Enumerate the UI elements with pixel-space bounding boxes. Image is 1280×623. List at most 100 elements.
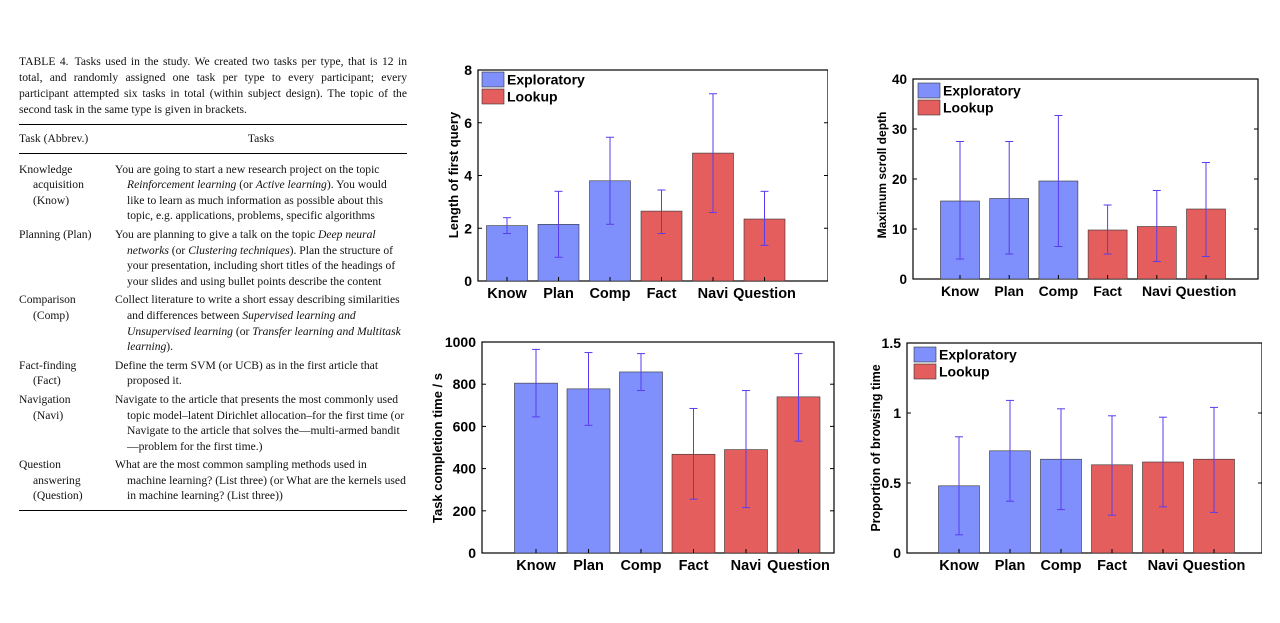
y-tick-label: 0 bbox=[464, 273, 472, 289]
topic-name: Supervised learning and Unsupervised lea… bbox=[127, 308, 356, 338]
table-header-row: Task (Abbrev.) Tasks bbox=[19, 124, 407, 154]
chart-maximum-scroll-depth: 0 10 20 30 40 Know Plan Comp Fact Navi Question Max… bbox=[875, 72, 1259, 299]
y-tick-label: 2 bbox=[464, 220, 472, 236]
description-text: Collect literature to write a short essa… bbox=[115, 293, 400, 322]
task-description-cell: You are planning to give a talk on the t… bbox=[115, 224, 407, 289]
y-tick-label: 1.5 bbox=[882, 335, 902, 351]
legend-label-exploratory: Exploratory bbox=[943, 83, 1021, 99]
x-tick-label-comp: Comp bbox=[1040, 558, 1081, 574]
task-name-cell: Planning (Plan) bbox=[19, 224, 115, 289]
task-description: What are the most common sampling method… bbox=[115, 457, 407, 504]
task-name-cell: Navigation (Navi) bbox=[19, 389, 115, 454]
task-name-line: Comparison bbox=[19, 293, 76, 307]
chart-task-completion-time: 0 200 400 600 800 1000 Know Plan Comp Fact Navi Que… bbox=[430, 334, 835, 574]
task-description-cell: Navigate to the article that presents th… bbox=[115, 389, 407, 454]
description-text: ). Plan the structure of your presentati… bbox=[127, 243, 396, 288]
description-text: ). bbox=[166, 340, 174, 354]
legend-label-exploratory: Exploratory bbox=[507, 72, 585, 88]
y-tick-label: 6 bbox=[464, 115, 472, 131]
y-tick-label: 0.5 bbox=[882, 475, 902, 491]
column-header-tasks: Tasks bbox=[247, 132, 275, 145]
plot-area: 0 200 400 600 800 1000 Know Plan Comp Fact Navi Que… bbox=[445, 334, 835, 574]
legend-label-lookup: Lookup bbox=[507, 89, 558, 105]
topic-name: Deep neural networks bbox=[127, 227, 376, 257]
task-name-line: Planning (Plan) bbox=[19, 227, 92, 241]
task-description-cell: What are the most common sampling method… bbox=[115, 454, 407, 510]
task-name-line: (Comp) bbox=[33, 308, 70, 322]
task-description: You are going to start a new research pr… bbox=[115, 162, 407, 224]
y-tick-label: 400 bbox=[453, 461, 477, 477]
x-tick-label-plan: Plan bbox=[994, 283, 1024, 299]
plot-area: 0 0.5 1 1.5 Know Plan Comp Fact Navi Question bbox=[882, 335, 1262, 574]
table-label: TABLE 4. bbox=[19, 55, 69, 68]
x-tick-label-know: Know bbox=[487, 286, 527, 302]
legend-swatch-exploratory bbox=[917, 82, 941, 99]
y-tick-label: 10 bbox=[892, 222, 907, 237]
y-axis-label: Maximum scroll depth bbox=[875, 112, 889, 239]
y-tick-label: 0 bbox=[893, 545, 901, 561]
description-text: What are the most common sampling method… bbox=[115, 458, 406, 503]
legend-swatch-lookup bbox=[913, 363, 937, 380]
task-name-line: (Know) bbox=[33, 193, 70, 207]
task-description: Collect literature to write a short essa… bbox=[115, 292, 407, 354]
x-tick-label-fact: Fact bbox=[1093, 283, 1122, 299]
task-name-line: acquisition bbox=[33, 178, 84, 192]
description-text: (or bbox=[236, 178, 256, 192]
y-axis-label: Proportion of browsing time bbox=[869, 364, 883, 531]
description-text: (or bbox=[232, 324, 253, 338]
table-row: Knowledge acquisition (Know) You are going … bbox=[19, 153, 407, 224]
task-description: Define the term SVM (or UCB) as in the f… bbox=[115, 358, 407, 389]
legend-swatch-exploratory bbox=[481, 71, 505, 88]
table-body: Knowledge acquisition (Know) You are going … bbox=[19, 153, 407, 511]
x-tick-label-plan: Plan bbox=[543, 286, 574, 302]
y-tick-label: 0 bbox=[899, 272, 907, 287]
bar-know bbox=[486, 225, 528, 282]
table-caption-text: Tasks used in the study. We created two … bbox=[19, 55, 407, 116]
description-text: ). You would like to learn as much infor… bbox=[127, 178, 387, 223]
description-text: You are planning to give a talk on the t… bbox=[115, 227, 318, 241]
x-tick-label-navi: Navi bbox=[1148, 558, 1179, 574]
x-tick-label-question: Question bbox=[733, 286, 796, 302]
x-tick-label-navi: Navi bbox=[1142, 283, 1172, 299]
y-tick-label: 4 bbox=[464, 168, 472, 184]
tasks-table: Task (Abbrev.) Tasks Knowledge acquisitio… bbox=[19, 124, 407, 511]
task-name-cell: Question answering (Question) bbox=[19, 454, 115, 510]
bar-comp bbox=[619, 371, 663, 554]
y-tick-label: 40 bbox=[892, 72, 907, 87]
description-text: Navigate to the article that presents th… bbox=[115, 392, 405, 453]
y-tick-label: 0 bbox=[468, 545, 476, 561]
description-text: Define the term SVM (or UCB) as in the f… bbox=[115, 358, 379, 388]
y-tick-label: 1000 bbox=[445, 334, 476, 350]
task-name-cell: Comparison (Comp) bbox=[19, 289, 115, 354]
y-tick-label: 8 bbox=[464, 62, 472, 78]
x-tick-label-question: Question bbox=[1183, 558, 1246, 574]
x-tick-label-question: Question bbox=[767, 558, 830, 574]
x-tick-label-fact: Fact bbox=[679, 558, 709, 574]
table-row: Navigation (Navi) Navigate to the article … bbox=[19, 389, 407, 454]
task-name-line: Fact-finding bbox=[19, 358, 77, 372]
table-row: Question answering (Question) What are the … bbox=[19, 454, 407, 511]
task-table-panel: TABLE 4. Tasks used in the study. We crea… bbox=[19, 54, 407, 511]
task-name-line: Navigation bbox=[19, 392, 71, 406]
task-name-cell: Knowledge acquisition (Know) bbox=[19, 153, 115, 224]
legend-label-lookup: Lookup bbox=[943, 100, 994, 116]
x-tick-label-navi: Navi bbox=[698, 286, 729, 302]
y-tick-label: 20 bbox=[892, 172, 907, 187]
task-name-line: Question bbox=[19, 458, 61, 472]
plot-area: 0 2 4 6 8 Know Plan Comp Fact Navi Question bbox=[464, 62, 828, 302]
y-axis-label: Task completion time / s bbox=[430, 373, 445, 523]
topic-name: Active learning bbox=[255, 178, 327, 192]
table-row: Planning (Plan) You are planning to give … bbox=[19, 224, 407, 289]
x-tick-label-plan: Plan bbox=[995, 558, 1026, 574]
x-tick-label-fact: Fact bbox=[1097, 558, 1127, 574]
task-name-line: (Fact) bbox=[33, 374, 61, 388]
task-name-line: (Question) bbox=[33, 489, 83, 503]
legend-swatch-lookup bbox=[481, 88, 505, 105]
topic-name: Clustering techniques bbox=[188, 243, 290, 257]
y-tick-label: 800 bbox=[453, 376, 477, 392]
task-name-line: (Navi) bbox=[33, 408, 64, 422]
y-tick-label: 1 bbox=[893, 405, 901, 421]
task-description-cell: Define the term SVM (or UCB) as in the f… bbox=[115, 355, 407, 389]
x-tick-label-question: Question bbox=[1176, 283, 1237, 299]
